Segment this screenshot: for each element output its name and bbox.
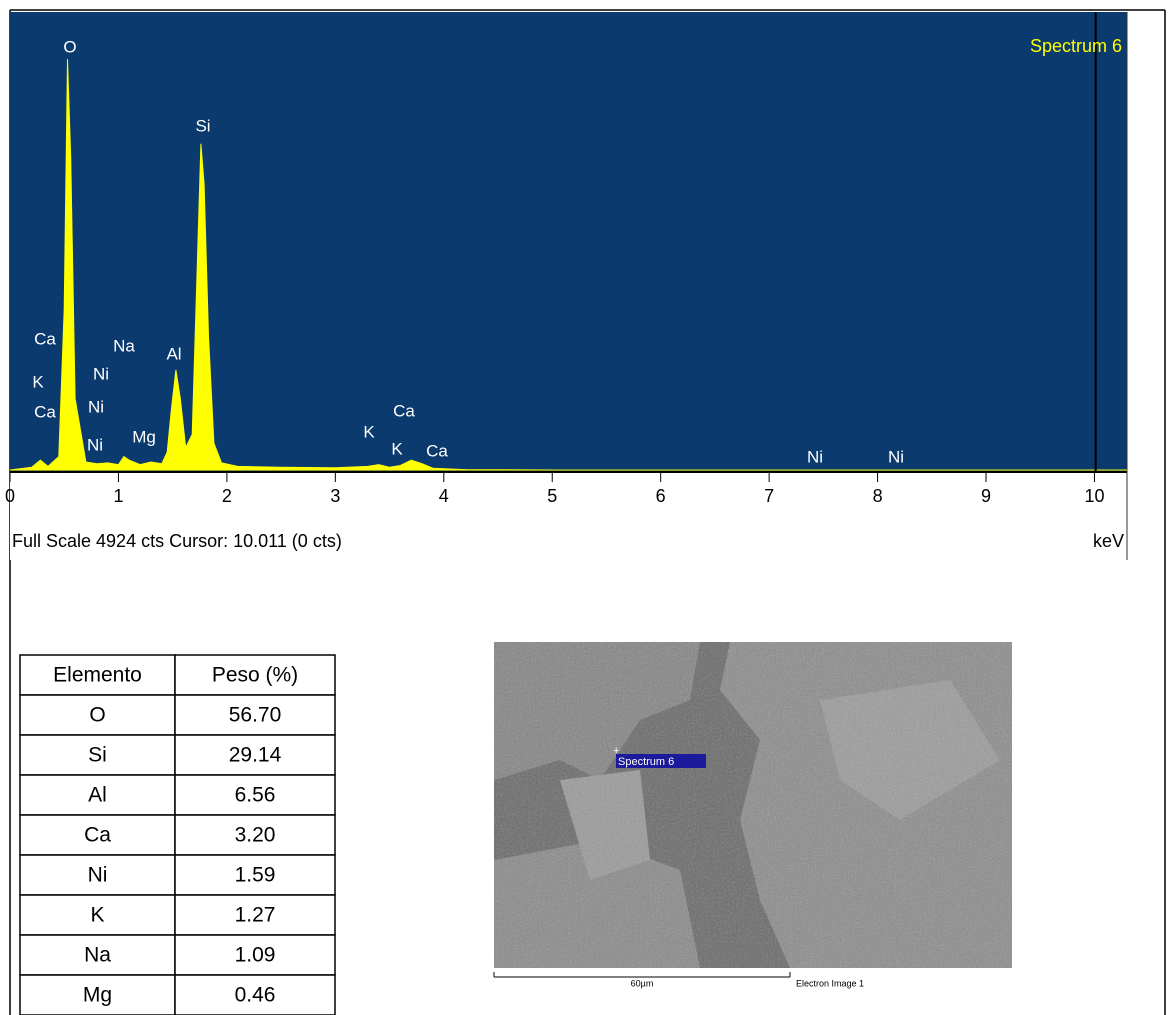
peak-label: K [363, 422, 375, 441]
table-value: 56.70 [229, 704, 282, 727]
table-value: 1.59 [235, 864, 276, 887]
table-value: 1.27 [235, 904, 276, 927]
peak-label: Ni [93, 364, 109, 383]
table-value: O [89, 704, 105, 727]
table-value: 6.56 [235, 784, 276, 807]
x-tick-label: 0 [5, 486, 15, 506]
x-tick-label: 1 [113, 486, 123, 506]
peak-label: Ni [888, 447, 904, 466]
table-value: Al [88, 784, 107, 807]
table-value: Ca [84, 824, 111, 847]
peak-label: O [63, 37, 76, 56]
table-value: 3.20 [235, 824, 276, 847]
peak-label: Mg [132, 427, 156, 446]
table-value: 1.09 [235, 944, 276, 967]
table-header: Elemento [53, 664, 142, 687]
chart-title: Spectrum 6 [1030, 36, 1122, 56]
x-tick-label: 3 [330, 486, 340, 506]
peak-label: Ni [87, 435, 103, 454]
peak-label: Ni [807, 447, 823, 466]
electron-image: + Spectrum 6 60µm Electron Image 1 [494, 642, 1012, 988]
table-value: Mg [83, 984, 112, 1007]
table-value: Na [84, 944, 111, 967]
table-value: Ni [88, 864, 108, 887]
table-value: Si [88, 744, 107, 767]
peak-label: Ca [34, 329, 56, 348]
table-value: 29.14 [229, 744, 282, 767]
x-tick-label: 7 [764, 486, 774, 506]
image-grain [494, 642, 1012, 968]
table-value: K [90, 904, 104, 927]
peak-label: K [32, 372, 44, 391]
peak-label: K [391, 439, 403, 458]
x-tick-label: 6 [656, 486, 666, 506]
x-tick-label: 2 [222, 486, 232, 506]
x-tick-label: 9 [981, 486, 991, 506]
spectrum: 0 1 2 3 4 5 6 7 8 9 10 keV Full Scale 4924 cts Curso… [5, 12, 1127, 560]
table-header: Peso (%) [212, 664, 298, 687]
table: Elemento Peso (%) O 56.70 Si 29.14 Al 6.56 Ca 3.2… [20, 655, 335, 1015]
peak-label: Si [195, 116, 210, 135]
peak-label: Ca [426, 441, 448, 460]
peak-label: Al [166, 344, 181, 363]
scale-label: 60µm [631, 978, 654, 988]
peak-label: Ca [34, 402, 56, 421]
page: 0 1 2 3 4 5 6 7 8 9 10 keV Full Scale 4924 cts Curso… [0, 0, 1171, 1015]
x-axis-label: keV [1093, 531, 1124, 551]
peak-label: Na [113, 336, 135, 355]
image-caption: Electron Image 1 [796, 978, 864, 988]
x-tick-label: 8 [873, 486, 883, 506]
marker-label: Spectrum 6 [618, 756, 674, 768]
x-tick-label: 4 [439, 486, 449, 506]
peak-label: Ca [393, 401, 415, 420]
peak-label: Ni [88, 397, 104, 416]
footer: Full Scale 4924 cts Cursor: 10.011 (0 ct… [12, 531, 342, 551]
x-tick-label: 10 [1084, 486, 1104, 506]
table-value: 0.46 [235, 984, 276, 1007]
x-tick-label: 5 [547, 486, 557, 506]
